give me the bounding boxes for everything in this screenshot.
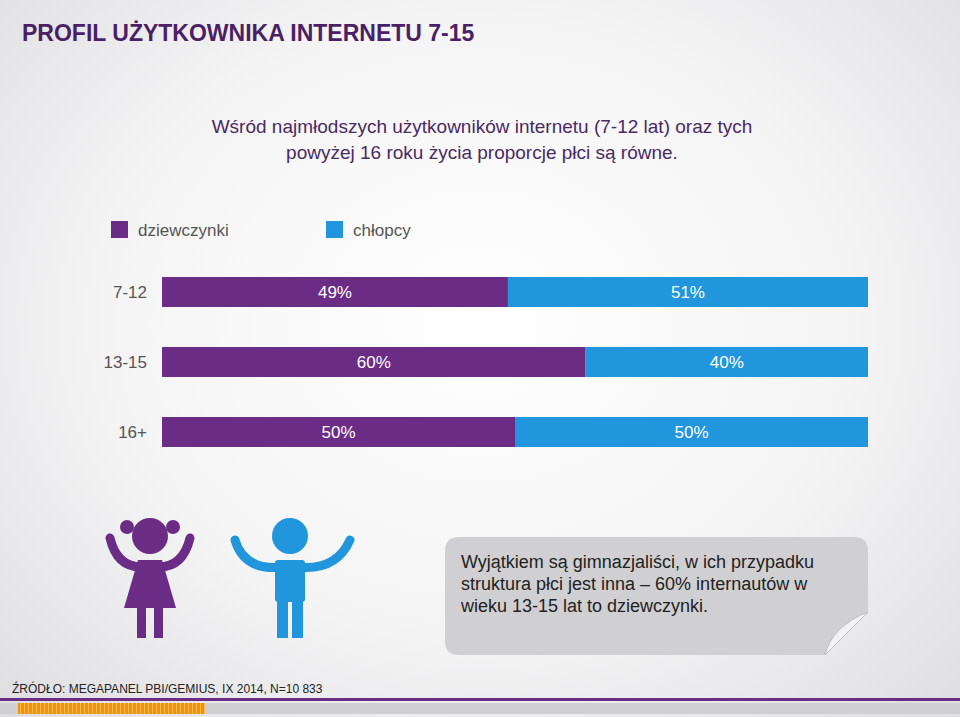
girl-pigtail	[120, 520, 134, 534]
text-line: struktura płci jest inna – 60% internaut…	[461, 574, 808, 594]
legend-swatch	[111, 221, 128, 238]
category-label: 13-15	[104, 353, 147, 372]
girl-pigtail	[166, 520, 180, 534]
girl-dress	[124, 560, 176, 608]
bar-segment	[162, 277, 508, 307]
data-label: 60%	[357, 353, 391, 372]
source: ŹRÓDŁO: MEGAPANEL PBI/GEMIUS, IX 2014, N…	[12, 681, 323, 696]
chart-title: Wśród najmłodszych użytkowników internet…	[212, 116, 753, 163]
boy-leg	[292, 598, 303, 638]
bar-segment	[508, 277, 868, 307]
data-label: 51%	[671, 283, 705, 302]
text-line: powyżej 16 roku życia proporcje płci są …	[286, 142, 678, 163]
page-title: PROFIL UŻYTKOWNIKA INTERNETU 7-15	[22, 20, 475, 46]
bottom-line	[0, 698, 960, 701]
girl-leg	[154, 604, 163, 638]
category-label: 7-12	[113, 283, 147, 302]
text-line: wieku 13-15 lat to dziewczynki.	[460, 596, 708, 616]
data-label: 50%	[674, 423, 708, 442]
category-label: 16+	[118, 423, 147, 442]
text-line: Wyjątkiem są gimnazjaliści, w ich przypa…	[461, 552, 814, 572]
boy-leg	[277, 598, 288, 638]
girl-leg	[137, 604, 146, 638]
legend-label: dziewczynki	[138, 221, 229, 240]
page-curl	[825, 612, 868, 655]
labels: 7-12 49% 51% 13-15 60% 40% 16+ 50% 50%	[104, 283, 744, 442]
bottom-accent	[18, 703, 205, 714]
boy-body	[275, 560, 305, 602]
text-line: Wśród najmłodszych użytkowników internet…	[212, 116, 753, 137]
bar-segment	[162, 347, 586, 377]
bottom-bar	[0, 703, 960, 714]
bars	[162, 277, 868, 447]
annotation-box	[445, 537, 868, 655]
annotation-text: Wyjątkiem są gimnazjaliści, w ich przypa…	[460, 552, 814, 616]
legend-swatch	[326, 221, 343, 238]
bar-segment	[162, 417, 515, 447]
legend-label: chłopcy	[353, 221, 411, 240]
icons	[110, 518, 350, 638]
boy-head	[272, 518, 308, 554]
data-label: 49%	[318, 283, 352, 302]
girl-head	[132, 518, 168, 554]
infographic: PROFIL UŻYTKOWNIKA INTERNETU 7-15 Wśród n…	[0, 0, 960, 717]
data-label: 50%	[321, 423, 355, 442]
annotation: Wyjątkiem są gimnazjaliści, w ich przypa…	[445, 537, 868, 655]
data-label: 40%	[710, 353, 744, 372]
bar-segment	[515, 417, 868, 447]
bar-segment	[586, 347, 868, 377]
